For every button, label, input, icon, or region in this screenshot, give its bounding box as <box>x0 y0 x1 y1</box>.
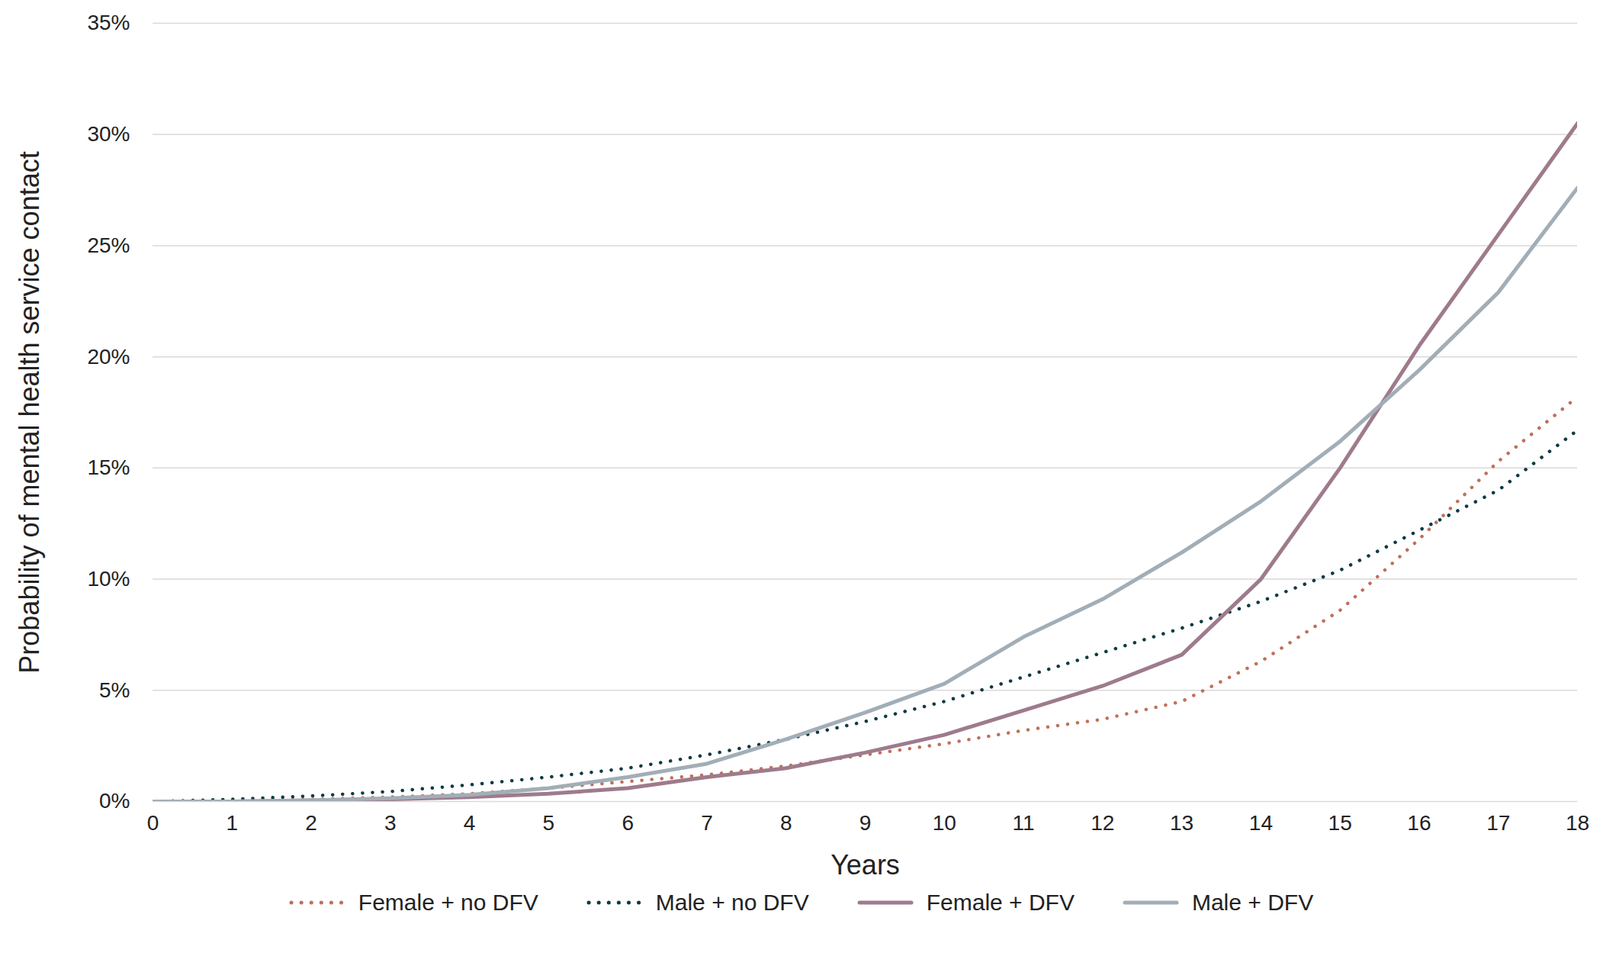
svg-text:10: 10 <box>932 810 957 835</box>
svg-text:15%: 15% <box>86 455 130 479</box>
svg-text:35%: 35% <box>86 10 130 35</box>
svg-text:2: 2 <box>305 810 318 835</box>
svg-text:20%: 20% <box>86 344 130 369</box>
svg-text:17: 17 <box>1486 810 1511 835</box>
svg-text:5%: 5% <box>99 677 130 702</box>
svg-text:14: 14 <box>1249 810 1273 835</box>
svg-text:0%: 0% <box>99 788 130 813</box>
svg-text:Probability of mental health s: Probability of mental health service con… <box>13 151 45 673</box>
html-text:Male + DFV: Male + DFV <box>1191 889 1314 915</box>
html-text:Female + DFV: Female + DFV <box>926 889 1075 915</box>
svg-text:3: 3 <box>384 810 397 835</box>
svg-text:8: 8 <box>780 810 793 835</box>
svg-text:5: 5 <box>542 810 556 835</box>
svg-text:4: 4 <box>463 810 476 835</box>
svg-text:12: 12 <box>1090 810 1115 835</box>
svg-text:1: 1 <box>225 810 238 835</box>
html-text:Male + no DFV: Male + no DFV <box>655 889 809 915</box>
svg-text:15: 15 <box>1328 810 1353 835</box>
svg-text:16: 16 <box>1407 810 1431 835</box>
svg-text:0: 0 <box>147 810 160 835</box>
svg-text:18: 18 <box>1565 810 1590 835</box>
html-text:Female + no DFV: Female + no DFV <box>358 889 539 915</box>
svg-text:13: 13 <box>1169 810 1194 835</box>
svg-text:30%: 30% <box>86 122 130 146</box>
svg-text:Years: Years <box>830 848 900 881</box>
svg-text:6: 6 <box>621 810 634 835</box>
svg-text:10%: 10% <box>86 566 130 591</box>
svg-text:11: 11 <box>1012 810 1035 835</box>
svg-text:25%: 25% <box>86 233 130 258</box>
svg-text:9: 9 <box>859 810 872 835</box>
svg-text:7: 7 <box>700 810 714 835</box>
